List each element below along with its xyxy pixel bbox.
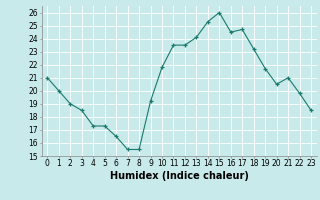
X-axis label: Humidex (Indice chaleur): Humidex (Indice chaleur): [110, 171, 249, 181]
